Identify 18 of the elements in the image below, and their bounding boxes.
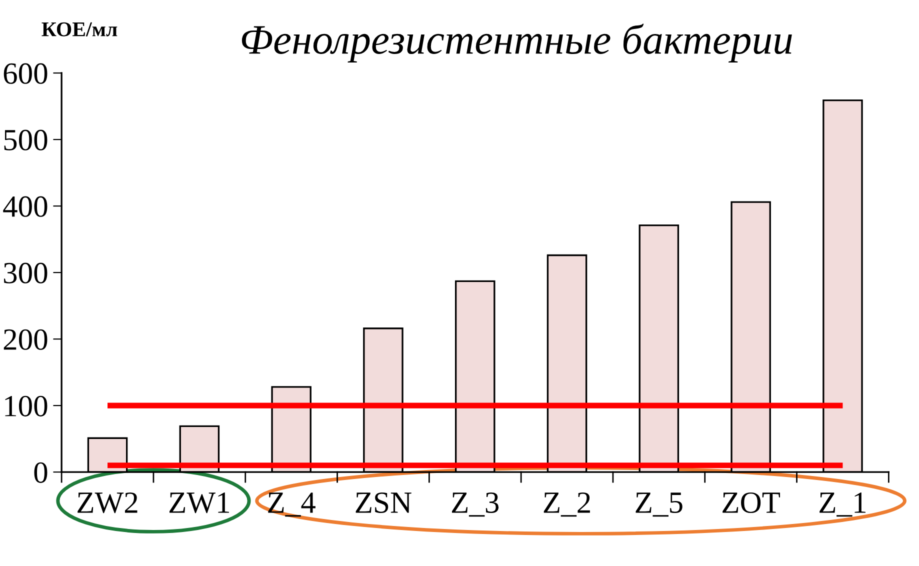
y-tick-label: 600	[4, 63, 48, 84]
y-tick-label: 400	[3, 196, 48, 217]
y-tick-label: 300	[4, 262, 48, 284]
y-tick-label: 100	[5, 396, 48, 416]
x-tick-label: ZOT	[722, 492, 780, 513]
x-tick-label: Z_2	[544, 492, 590, 517]
x-tick-label: ZW2	[78, 492, 138, 514]
chart-title: Фенолрезистентные бактерии	[242, 24, 792, 62]
x-tick-label: ZW1	[169, 492, 229, 514]
y-tick-label: 500	[4, 130, 48, 150]
x-tick-label: Z_4	[268, 492, 316, 517]
y-tick-label: 200	[4, 329, 48, 350]
x-tick-label: ZSN	[356, 492, 412, 513]
x-tick-label: Z_3	[452, 492, 499, 517]
y-tick-label: 0	[34, 462, 48, 483]
x-tick-label: Z_1	[820, 492, 866, 517]
x-tick-label: Z_5	[636, 492, 682, 517]
y-axis-title: КОЕ/мл	[42, 22, 118, 36]
